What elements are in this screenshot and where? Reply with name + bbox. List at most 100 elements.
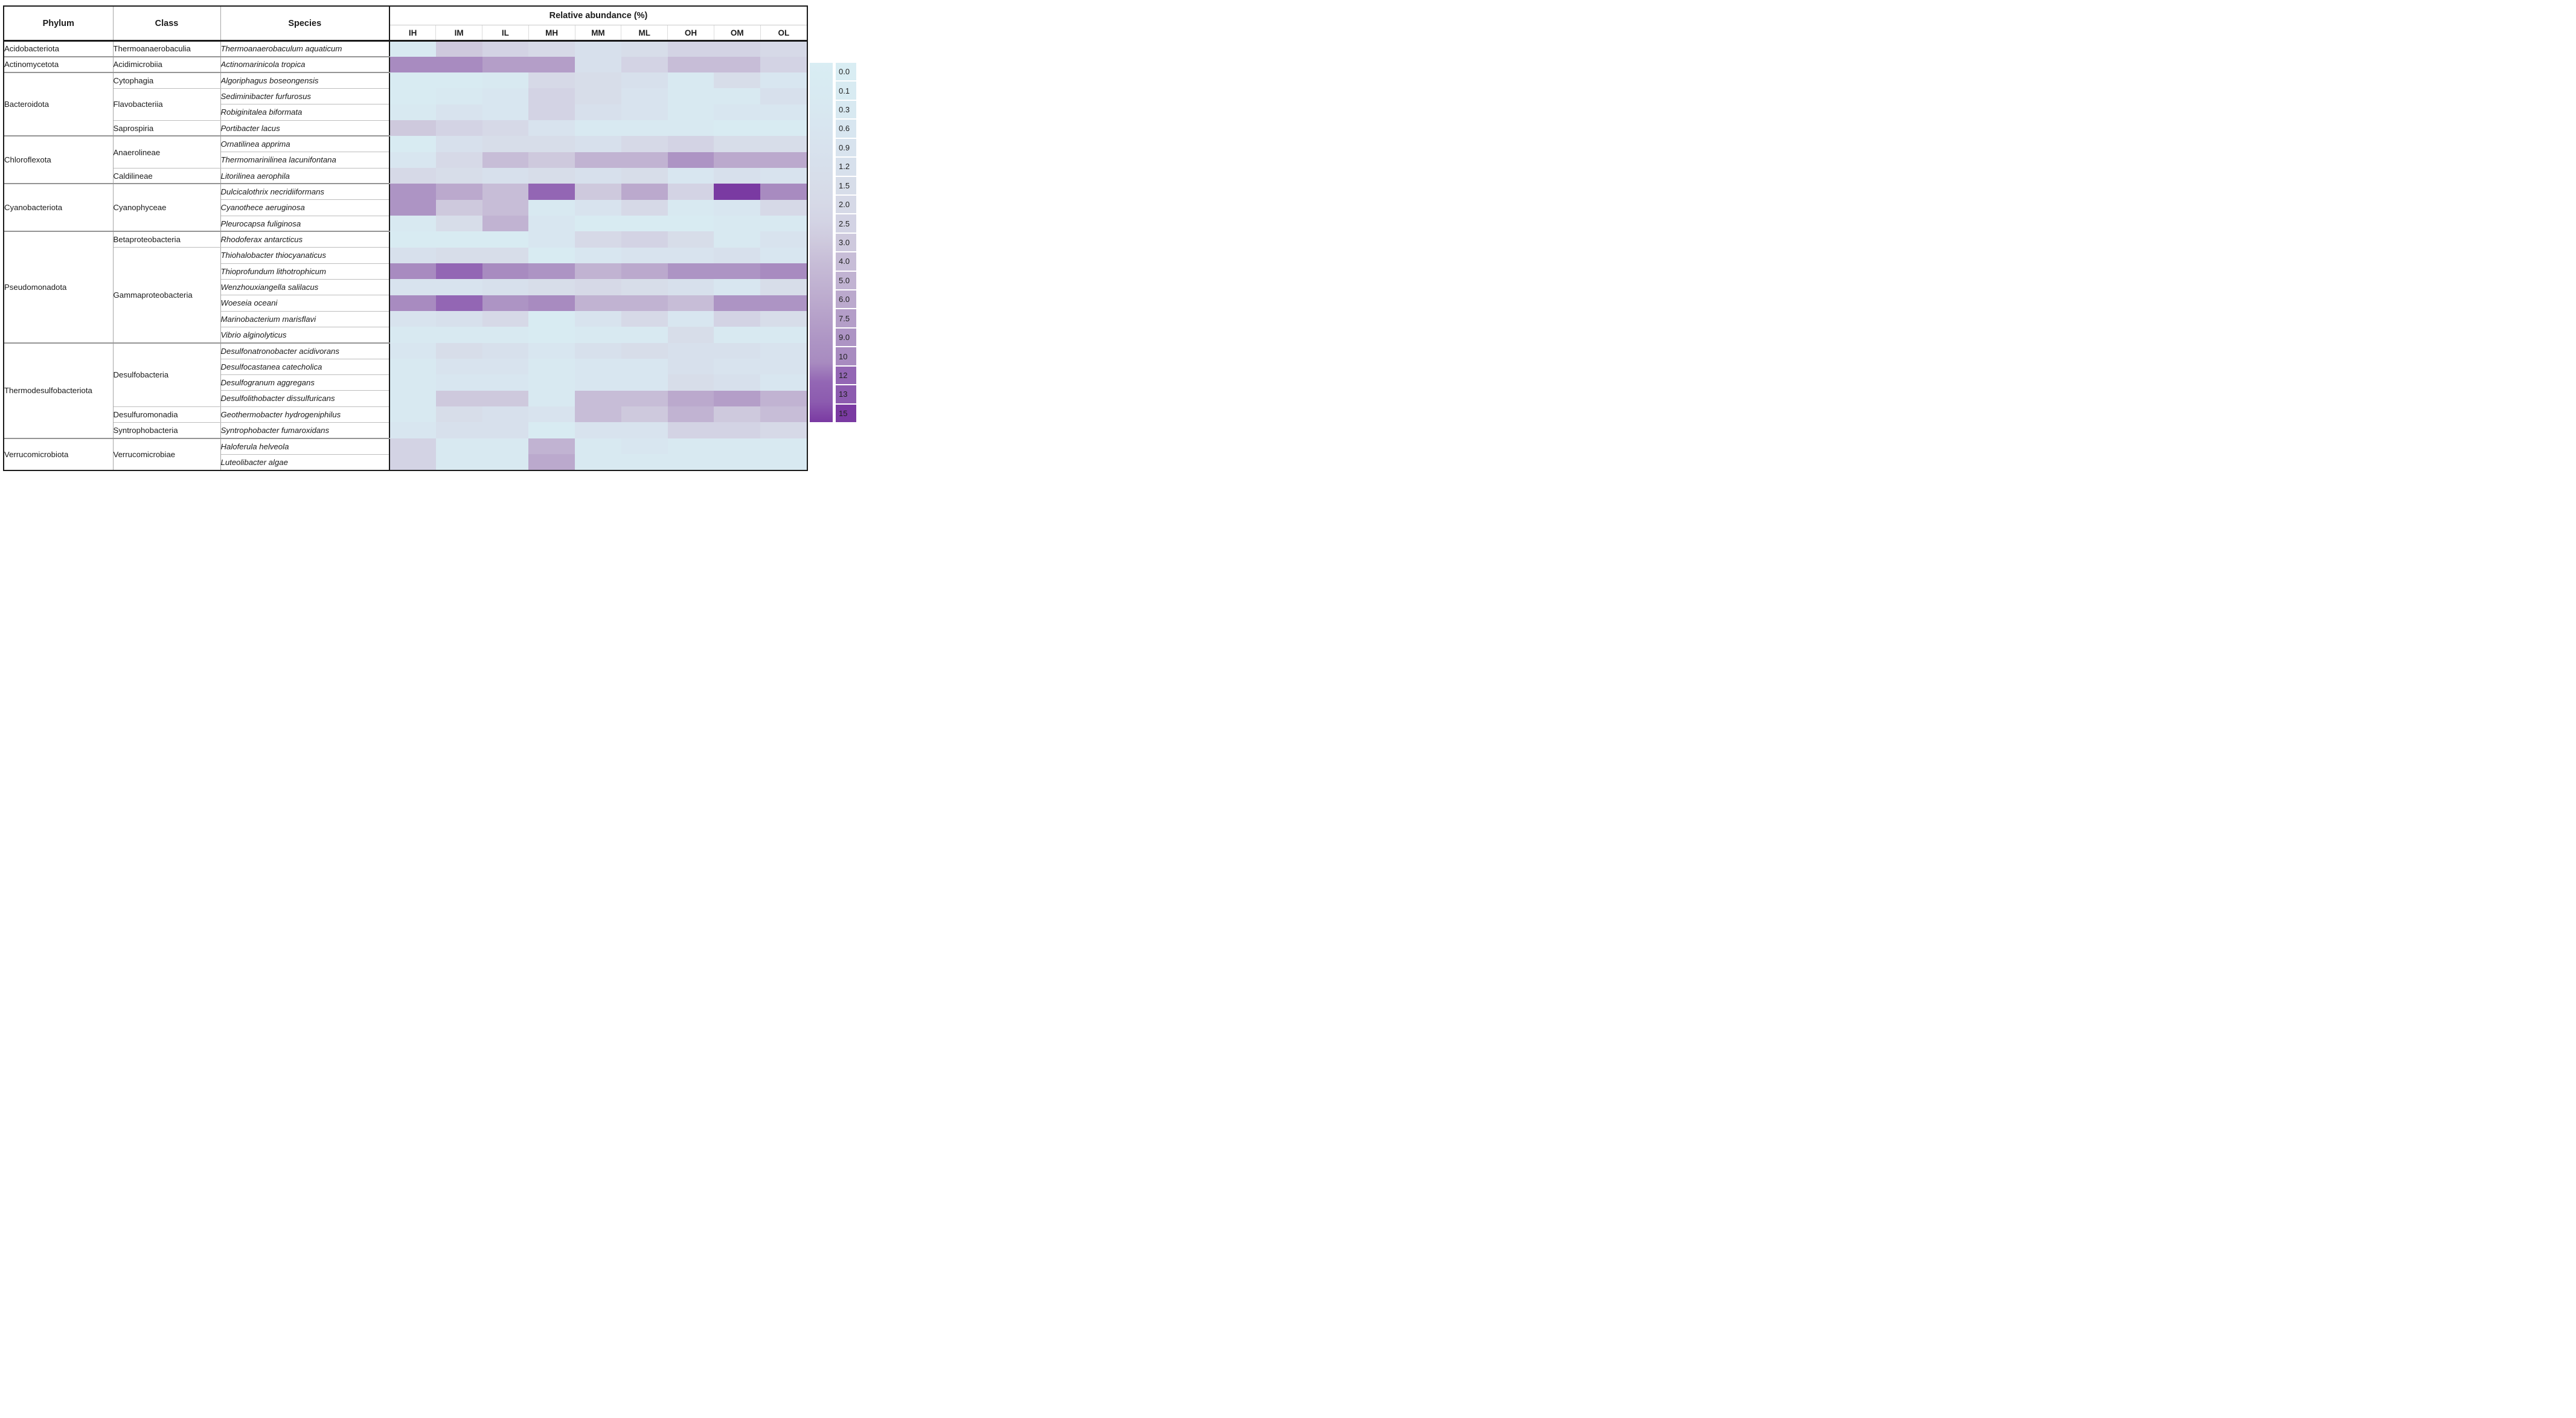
heatmap-cell-OM (714, 216, 761, 232)
heatmap-cell-OL (760, 56, 807, 73)
class-cell: Caldilineae (113, 168, 221, 185)
species-cell: Thermomarinilinea lacunifontana (220, 152, 390, 168)
heatmap-cell-IL (482, 168, 529, 184)
legend-cell-0.0: 0.0 (836, 63, 856, 81)
table-row: Vibrio alginolyticus (4, 327, 807, 344)
table-row: Desulfolithobacter dissulfuricans (4, 390, 807, 407)
heatmap-cell-OM (714, 72, 761, 89)
heatmap-cell-IM (435, 327, 482, 343)
phylum-cell: Thermodesulfobacteriota (4, 342, 114, 439)
heatmap-cell-ML (621, 311, 668, 327)
species-cell: Wenzhouxiangella salilacus (220, 279, 390, 296)
heatmap-cell-MM (575, 263, 621, 280)
heatmap-cell-IL (482, 152, 529, 168)
species-cell: Geothermobacter hydrogeniphilus (220, 406, 390, 423)
heatmap-cell-ML (621, 136, 668, 152)
heatmap-cell-OH (667, 216, 714, 232)
sample-column-header-OM: OM (713, 25, 761, 42)
heatmap-cell-IH (389, 311, 436, 327)
heatmap-cell-OH (667, 247, 714, 264)
heatmap-cell-MH (528, 216, 575, 232)
heatmap-cell-IH (389, 406, 436, 423)
heatmap-cell-IL (482, 40, 529, 57)
class-column-header: Class (113, 7, 221, 42)
heatmap-cell-MM (575, 104, 621, 121)
class-cell: Cytophagia (113, 72, 221, 89)
phylum-cell: Actinomycetota (4, 56, 114, 74)
heatmap-cell-OL (760, 152, 807, 168)
heatmap-cell-IH (389, 88, 436, 104)
heatmap-cell-MM (575, 327, 621, 343)
heatmap-cell-OL (760, 40, 807, 57)
heatmap-cell-IM (435, 390, 482, 407)
heatmap-cell-IM (435, 422, 482, 438)
heatmap-cell-MH (528, 438, 575, 455)
table-row: Desulfuromonadia Geothermobacter hydrogen… (4, 406, 807, 423)
heatmap-cell-OH (667, 168, 714, 184)
heatmap-cell-OL (760, 136, 807, 152)
heatmap-cell-MM (575, 406, 621, 423)
heatmap-cell-OM (714, 184, 761, 200)
species-cell: Rhodoferax antarcticus (220, 231, 390, 248)
sample-column-header-MH: MH (528, 25, 575, 42)
heatmap-cell-ML (621, 88, 668, 104)
heatmap-cell-IH (389, 342, 436, 359)
legend-cell-0.1: 0.1 (836, 82, 856, 100)
heatmap-cell-IL (482, 88, 529, 104)
heatmap-cell-OM (714, 136, 761, 152)
heatmap-cell-IH (389, 136, 436, 152)
heatmap-cell-ML (621, 454, 668, 470)
sample-column-header-OL: OL (760, 25, 807, 42)
legend-cell-0.6: 0.6 (836, 120, 856, 138)
sample-column-header-IM: IM (435, 25, 482, 42)
heatmap-cell-IL (482, 216, 529, 232)
heatmap-cell-OM (714, 422, 761, 438)
heatmap-cell-IM (435, 311, 482, 327)
heatmap-cell-MM (575, 342, 621, 359)
heatmap-cell-MH (528, 88, 575, 104)
heatmap-cell-MH (528, 120, 575, 136)
species-cell: Portibacter lacus (220, 120, 390, 137)
heatmap-cell-OL (760, 422, 807, 438)
heatmap-cell-OM (714, 88, 761, 104)
heatmap-cell-OL (760, 327, 807, 343)
table-row: Luteolibacter algae (4, 454, 807, 470)
heatmap-cell-OH (667, 88, 714, 104)
species-cell: Ornatilinea apprima (220, 136, 390, 153)
heatmap-cell-OH (667, 406, 714, 423)
heatmap-cell-MM (575, 279, 621, 295)
table-row: Pleurocapsa fuliginosa (4, 216, 807, 233)
heatmap-cell-MH (528, 390, 575, 407)
heatmap-cell-MH (528, 168, 575, 184)
species-cell: Litorilinea aerophila (220, 168, 390, 185)
class-cell: Thermoanaerobaculia (113, 40, 221, 57)
phylum-cell: Cyanobacteriota (4, 184, 114, 233)
heatmap-cell-OH (667, 40, 714, 57)
phylum-cell: Acidobacteriota (4, 40, 114, 57)
phylum-cell: Bacteroidota (4, 72, 114, 137)
heatmap-cell-IM (435, 359, 482, 375)
heatmap-cell-IM (435, 454, 482, 470)
phylum-cell: Chloroflexota (4, 136, 114, 185)
phylum-cell: Verrucomicrobiota (4, 438, 114, 470)
heatmap-cell-ML (621, 72, 668, 89)
species-cell: Robiginitalea biformata (220, 104, 390, 121)
table-row: Thioprofundum lithotrophicum (4, 263, 807, 280)
legend-cell-15: 15 (836, 404, 856, 423)
table-row: Chloroflexota Anaerolineae Ornatilinea app… (4, 136, 807, 185)
heatmap-cell-OL (760, 311, 807, 327)
heatmap-cell-IH (389, 295, 436, 312)
heatmap-cell-IH (389, 327, 436, 343)
heatmap-cell-IM (435, 263, 482, 280)
table-row: Bacteroidota Cytophagia Algoriphagus boseo… (4, 72, 807, 137)
heatmap-cell-OM (714, 168, 761, 184)
legend-cell-3.0: 3.0 (836, 233, 856, 252)
heatmap-cell-IL (482, 295, 529, 312)
table-row: Syntrophobacteria Syntrophobacter fumarox… (4, 422, 807, 439)
heatmap-cell-MM (575, 247, 621, 264)
heatmap-cell-ML (621, 327, 668, 343)
heatmap-cell-MM (575, 136, 621, 152)
heatmap-cell-OL (760, 104, 807, 121)
heatmap-cell-OH (667, 342, 714, 359)
heatmap-cell-IM (435, 231, 482, 248)
